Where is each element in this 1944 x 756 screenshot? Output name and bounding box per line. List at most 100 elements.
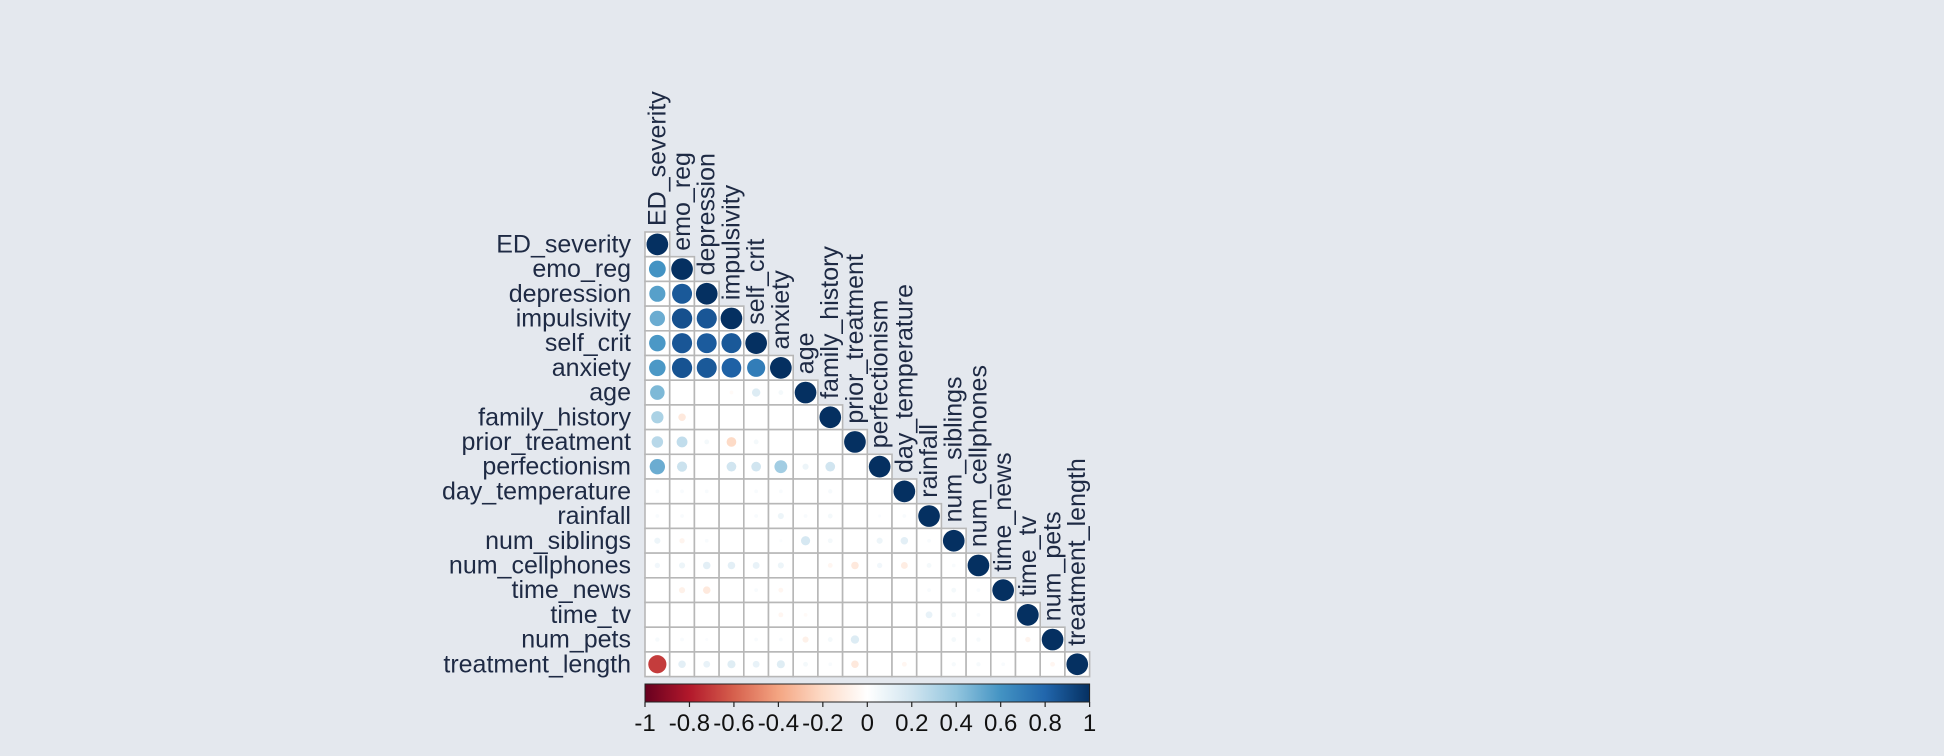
grid-cell (718, 601, 745, 629)
grid-cell (1014, 651, 1042, 678)
column-label: time_tv (1014, 515, 1042, 596)
column-label: treatment_length (1063, 458, 1091, 646)
correlation-circle (942, 529, 965, 552)
correlation-circle (779, 539, 783, 543)
grid-cell (841, 576, 869, 604)
correlation-circle (671, 258, 693, 280)
correlation-circle (893, 480, 916, 503)
grid-cell (644, 576, 671, 604)
correlation-circle (745, 332, 768, 354)
correlation-circle (654, 537, 661, 544)
correlation-circle (679, 538, 685, 544)
correlation-circle (1041, 628, 1064, 651)
colorbar: -1 -0.8 -0.6 -0.4 -0.2 0 0.2 0.4 0.6 0.8 1 (634, 683, 1096, 737)
correlation-circle (802, 636, 809, 643)
grid-cell (718, 576, 745, 604)
row-label: impulsivity (516, 304, 632, 332)
correlation-circle (676, 436, 688, 448)
correlation-circles (646, 233, 1089, 676)
correlation-circle (976, 588, 981, 593)
correlation-circle (976, 612, 981, 617)
correlation-circle (851, 561, 859, 570)
correlation-circle (770, 357, 792, 379)
correlation-circle (918, 505, 940, 527)
grid-cell (891, 576, 918, 604)
correlation-circle (803, 514, 808, 518)
row-label: treatment_length (443, 650, 631, 678)
grid-cell (866, 626, 893, 653)
column-label: family_history (816, 246, 844, 399)
correlation-circle (778, 390, 784, 395)
grid-cell (891, 626, 918, 653)
correlation-circle (951, 587, 957, 593)
row-label: prior_treatment (461, 428, 631, 456)
correlation-circle (754, 489, 759, 494)
correlation-circle (827, 563, 833, 568)
correlation-circle (655, 637, 660, 642)
grid-cell (866, 576, 893, 604)
grid-cell (817, 601, 844, 629)
grid-cell (989, 626, 1017, 653)
column-label: anxiety (767, 270, 795, 350)
correlation-circle (704, 489, 709, 494)
correlation-circle (819, 406, 842, 429)
grid-cell (668, 651, 696, 678)
correlation-circle (678, 562, 686, 569)
column-label: depression (693, 153, 721, 275)
row-label: family_history (478, 403, 631, 431)
correlation-circle (902, 514, 907, 518)
correlation-circle (751, 461, 762, 472)
correlation-circle (901, 661, 907, 667)
correlation-circle (727, 660, 736, 669)
grid-cell (767, 404, 795, 431)
colorbar-tick-label: -0.4 (758, 710, 799, 737)
correlation-circle (752, 562, 760, 569)
grid-cell (792, 478, 819, 505)
grid-cell (891, 651, 918, 678)
correlation-circle (753, 439, 759, 445)
row-label: perfectionism (482, 453, 631, 481)
colorbar-tick-label: -0.6 (713, 710, 754, 737)
row-labels: ED_severityemo_regdepressionimpulsivitys… (442, 230, 632, 678)
correlation-circle (774, 460, 788, 474)
correlation-circle (696, 357, 717, 378)
correlation-circle (702, 586, 711, 594)
correlation-circle (868, 455, 891, 478)
colorbar-tick-label: 0.4 (940, 710, 973, 737)
grid-cell (693, 502, 720, 530)
correlation-circle (777, 562, 784, 569)
grid-cell (718, 527, 745, 554)
colorbar-tick-label: 0.8 (1028, 710, 1061, 737)
correlation-circle (654, 562, 661, 569)
column-label: age (792, 332, 820, 374)
grid-cell (718, 404, 745, 431)
correlation-circle (671, 308, 693, 329)
correlation-circle (655, 514, 660, 518)
correlation-circle (729, 390, 734, 395)
correlation-circle (927, 538, 931, 543)
row-label: age (589, 379, 631, 407)
grid-cell (915, 651, 943, 678)
correlation-circle (951, 662, 956, 667)
correlation-circle (976, 662, 981, 667)
correlation-circle (1066, 653, 1089, 676)
correlation-circle (828, 489, 833, 494)
row-label: time_tv (550, 601, 631, 629)
column-label: ED_severity (643, 91, 671, 226)
grid-cell (866, 601, 893, 629)
correlation-circle (721, 358, 742, 378)
correlation-circle (696, 333, 717, 354)
correlation-circle (649, 334, 666, 352)
correlation-circle (695, 282, 718, 305)
grid-cell (1039, 651, 1066, 678)
grid-cell (742, 601, 770, 629)
grid-cell (841, 527, 869, 554)
grid-cell (693, 651, 720, 678)
correlation-circle (672, 283, 693, 304)
correlation-circle (720, 307, 743, 330)
correlation-circle (726, 437, 737, 447)
grid-cell (841, 502, 869, 530)
grid-cell (841, 478, 869, 505)
colorbar-tick-label: 1 (1083, 710, 1096, 737)
correlation-circle (648, 655, 667, 674)
